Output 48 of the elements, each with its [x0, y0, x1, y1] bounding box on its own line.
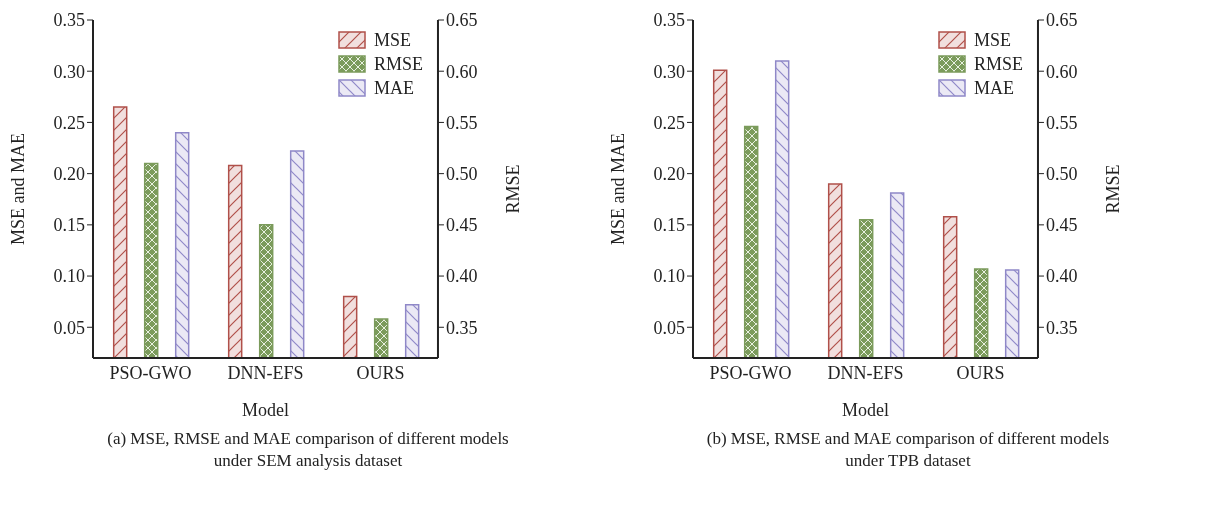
- y-tick-label: 0.35: [653, 10, 685, 31]
- y-tick-label: 0.20: [53, 164, 85, 185]
- y2-axis-title: RMSE: [503, 164, 524, 214]
- y2-tick-label: 0.60: [1045, 61, 1078, 82]
- text: (a) MSE, RMSE and MAE comparison of different models under SEM analysis dataset: [106, 428, 510, 472]
- y-tick-label: 0.35: [53, 10, 85, 31]
- y2-tick-label: 0.40: [1045, 266, 1078, 287]
- x-tick-label: PSO-GWO: [109, 362, 192, 383]
- legend-label: MAE: [973, 77, 1014, 99]
- legend-label: MSE: [973, 29, 1011, 51]
- y2-tick-label: 0.60: [445, 61, 478, 82]
- x-axis-title: Model: [241, 400, 289, 420]
- y-axis-title: MSE and MAE: [608, 133, 629, 245]
- y2-tick-label: 0.35: [1045, 317, 1078, 338]
- y-tick-label: 0.25: [653, 112, 685, 133]
- y2-tick-label: 0.55: [445, 112, 478, 133]
- y-tick-label: 0.30: [53, 61, 85, 82]
- legend-label: RMSE: [373, 53, 423, 75]
- y-tick-label: 0.10: [653, 266, 685, 287]
- y2-tick-label: 0.40: [445, 266, 478, 287]
- x-tick-label: OURS: [356, 362, 405, 383]
- y-tick-label: 0.10: [53, 266, 85, 287]
- y2-tick-label: 0.55: [1045, 112, 1078, 133]
- y-tick-label: 0.15: [53, 215, 85, 236]
- y-tick-label: 0.05: [53, 317, 85, 338]
- legend-label: MSE: [373, 29, 411, 51]
- y-tick-label: 0.20: [653, 164, 685, 185]
- y2-tick-label: 0.50: [445, 164, 478, 185]
- y2-axis-title: RMSE: [1103, 164, 1124, 214]
- y2-tick-label: 0.35: [445, 317, 478, 338]
- x-tick-label: OURS: [956, 362, 1005, 383]
- y2-tick-label: 0.45: [445, 215, 478, 236]
- legend-label: RMSE: [973, 53, 1023, 75]
- x-tick-label: PSO-GWO: [709, 362, 792, 383]
- y-tick-label: 0.30: [653, 61, 685, 82]
- y-axis-title: MSE and MAE: [8, 133, 29, 245]
- x-tick-label: DNN-EFS: [827, 362, 904, 383]
- y2-tick-label: 0.65: [1045, 10, 1078, 31]
- text: (b) MSE, RMSE and MAE comparison of different models under TPB dataset: [705, 428, 1111, 472]
- x-tick-label: DNN-EFS: [227, 362, 304, 383]
- y-tick-label: 0.05: [653, 317, 685, 338]
- y-tick-label: 0.15: [653, 215, 685, 236]
- legend-label: MAE: [373, 77, 414, 99]
- y2-tick-label: 0.45: [1045, 215, 1078, 236]
- y2-tick-label: 0.65: [445, 10, 478, 31]
- x-axis-title: Model: [841, 400, 889, 420]
- y-tick-label: 0.25: [53, 112, 85, 133]
- y2-tick-label: 0.50: [1045, 164, 1078, 185]
